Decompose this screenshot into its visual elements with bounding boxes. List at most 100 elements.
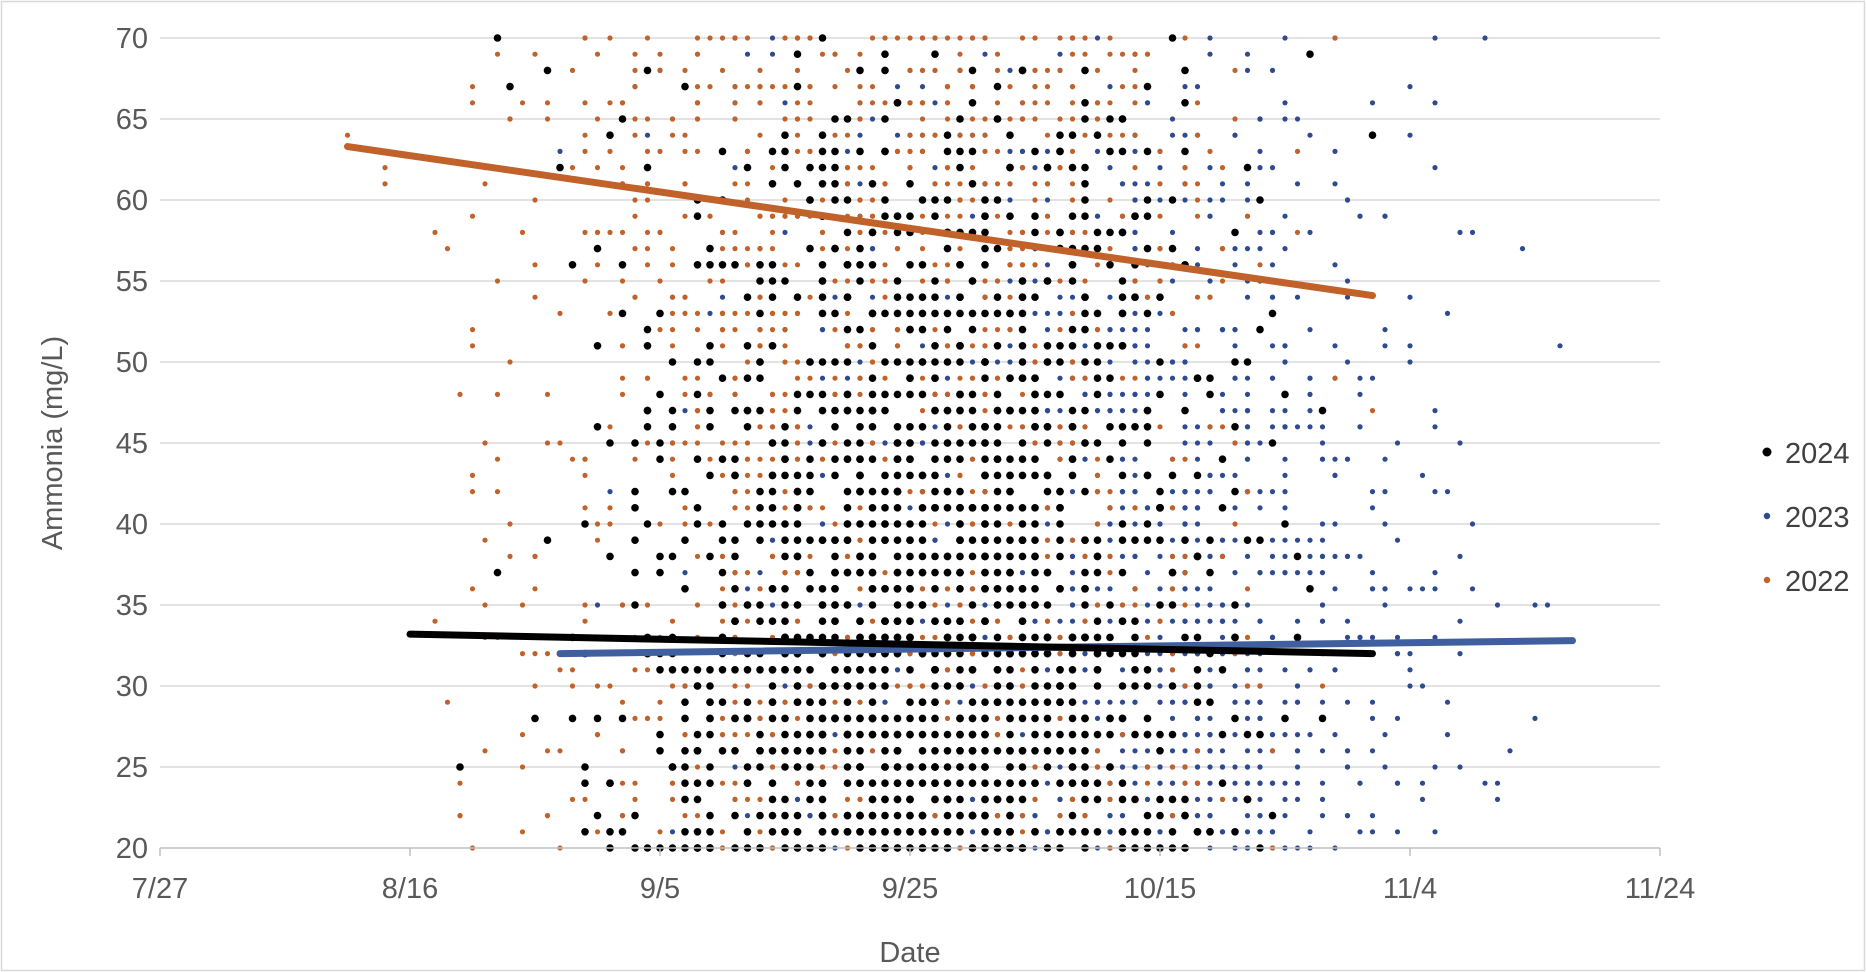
- data-point-2022: [1119, 213, 1126, 219]
- data-point-2023: [1407, 667, 1413, 673]
- data-point-2022: [657, 327, 663, 333]
- data-point-2022: [1244, 213, 1251, 219]
- data-point-2022: [957, 375, 963, 381]
- data-point-2022: [794, 359, 801, 365]
- data-point-2022: [794, 35, 801, 41]
- data-point-2023: [1244, 197, 1251, 203]
- data-point-2024: [1031, 682, 1039, 690]
- data-point-2024: [643, 66, 652, 75]
- data-point-2024: [943, 795, 952, 804]
- data-point-2022: [619, 278, 626, 284]
- data-point-2024: [768, 261, 777, 269]
- data-point-2023: [1419, 780, 1426, 786]
- data-point-2024: [868, 504, 877, 512]
- data-point-2022: [619, 813, 626, 819]
- data-point-2023: [1194, 715, 1201, 722]
- data-point-2022: [582, 618, 588, 624]
- data-point-2023: [1332, 456, 1338, 462]
- data-point-2022: [669, 310, 676, 316]
- data-point-2023: [1132, 197, 1138, 203]
- data-point-2024: [931, 714, 939, 723]
- data-point-2022: [707, 84, 713, 90]
- data-point-2024: [1068, 730, 1077, 739]
- data-point-2022: [882, 294, 888, 300]
- data-point-2022: [1132, 586, 1138, 592]
- data-point-2023: [1082, 391, 1088, 397]
- data-point-2022: [782, 116, 788, 122]
- data-point-2024: [493, 568, 502, 577]
- data-point-2024: [906, 325, 914, 334]
- data-point-2022: [1107, 35, 1113, 41]
- data-point-2023: [932, 424, 938, 430]
- data-point-2022: [1007, 229, 1013, 235]
- data-point-2022: [632, 132, 638, 138]
- data-point-2024: [893, 471, 902, 480]
- data-point-2023: [1307, 132, 1313, 138]
- data-point-2023: [1307, 537, 1313, 543]
- data-point-2023: [1044, 829, 1051, 835]
- data-point-2024: [868, 666, 877, 674]
- data-point-2024: [768, 585, 777, 593]
- data-point-2024: [893, 828, 902, 836]
- data-point-2023: [1432, 100, 1438, 106]
- data-point-2022: [694, 764, 701, 770]
- data-point-2024: [868, 374, 877, 383]
- data-point-2022: [507, 359, 513, 365]
- data-point-2022: [1144, 294, 1151, 300]
- data-point-2024: [818, 163, 827, 172]
- data-point-2023: [1032, 278, 1038, 284]
- data-point-2023: [1157, 586, 1163, 592]
- data-point-2023: [1369, 813, 1376, 819]
- data-point-2022: [1057, 634, 1063, 641]
- data-point-2024: [1056, 358, 1064, 366]
- data-point-2023: [1457, 651, 1463, 657]
- data-point-2024: [706, 714, 714, 723]
- data-point-2024: [943, 406, 952, 415]
- data-point-2022: [632, 213, 638, 219]
- data-point-2023: [1394, 715, 1401, 722]
- data-point-2023: [1207, 197, 1213, 203]
- data-point-2022: [957, 197, 963, 203]
- data-point-2024: [1131, 293, 1139, 302]
- data-point-2022: [769, 229, 776, 235]
- data-point-2022: [532, 294, 538, 300]
- data-point-2024: [781, 439, 789, 447]
- data-point-2024: [843, 698, 852, 706]
- data-point-2022: [1094, 100, 1101, 106]
- data-point-2023: [1319, 780, 1326, 786]
- data-point-2022: [744, 246, 751, 252]
- data-point-2024: [843, 536, 852, 544]
- data-point-2024: [893, 730, 902, 739]
- data-point-2023: [1082, 343, 1088, 349]
- data-point-2024: [868, 423, 877, 431]
- data-point-2024: [943, 423, 952, 431]
- data-point-2023: [1282, 537, 1288, 543]
- data-point-2024: [1243, 795, 1252, 804]
- data-point-2024: [1031, 423, 1039, 431]
- data-point-2024: [968, 309, 977, 318]
- data-point-2024: [731, 617, 739, 625]
- data-point-2024: [793, 82, 802, 91]
- data-point-2022: [507, 521, 513, 527]
- data-point-2024: [593, 423, 602, 431]
- data-point-2023: [1232, 408, 1238, 414]
- data-point-2022: [969, 521, 976, 527]
- data-point-2024: [818, 358, 827, 366]
- data-point-2023: [1257, 829, 1263, 835]
- data-point-2023: [1282, 505, 1288, 511]
- data-point-2024: [906, 390, 914, 399]
- data-point-2024: [756, 601, 764, 609]
- data-point-2024: [1231, 487, 1239, 496]
- data-point-2022: [1144, 634, 1151, 641]
- data-point-2024: [706, 471, 714, 480]
- data-point-2023: [1369, 570, 1376, 576]
- data-point-2023: [1244, 813, 1251, 819]
- data-point-2022: [907, 165, 913, 171]
- data-point-2024: [1056, 552, 1064, 561]
- data-point-2023: [1394, 537, 1401, 543]
- data-point-2022: [1069, 197, 1076, 203]
- data-point-2024: [881, 682, 889, 690]
- data-point-2024: [993, 698, 1002, 706]
- data-point-2024: [843, 730, 852, 739]
- data-point-2022: [682, 391, 688, 397]
